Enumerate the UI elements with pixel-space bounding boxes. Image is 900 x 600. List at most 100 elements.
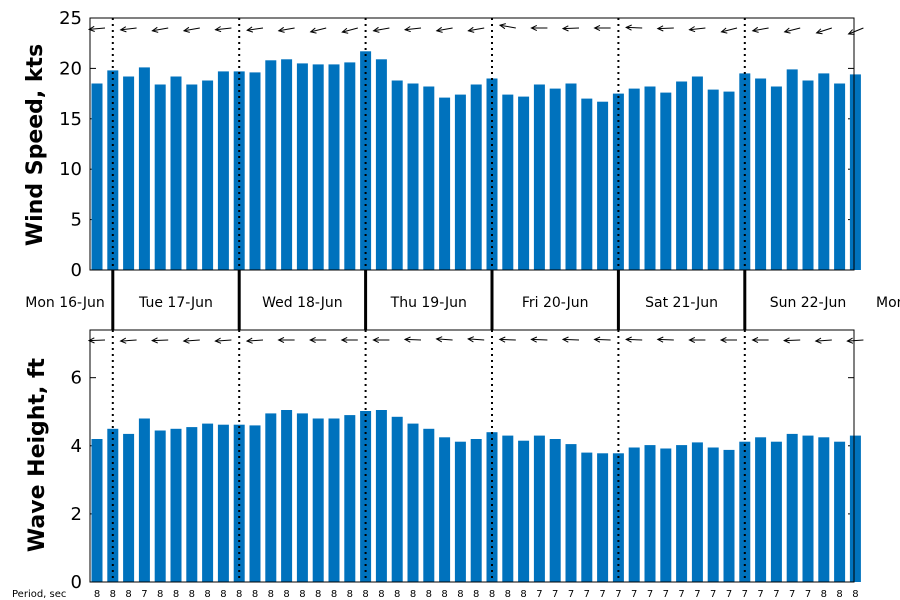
wind-bar [660,92,672,270]
period-value: 8 [173,589,179,600]
wind-bar [723,91,735,270]
period-value: 8 [299,589,305,600]
wind-ylabel: Wind Speed, kts [23,44,48,246]
wave-bar [296,413,308,582]
period-value: 7 [552,589,558,600]
period-value: 8 [252,589,258,600]
wind-bar [581,98,593,270]
period-value: 7 [599,589,605,600]
wave-bar [123,433,135,582]
wave-bar [628,447,640,582]
wind-bar [91,83,103,270]
wind-direction-arrow [246,26,264,33]
period-value: 8 [378,589,384,600]
period-value: 7 [678,589,684,600]
period-value: 8 [394,589,400,600]
wave-direction-arrow [372,336,390,344]
period-value: 8 [362,589,368,600]
wind-bar [154,84,166,270]
wind-direction-arrow [435,26,453,33]
period-value: 7 [568,589,574,600]
wind-ytick-label: 10 [59,159,82,180]
wind-bar [755,78,767,270]
wind-bar [296,63,308,271]
wind-direction-arrow [751,26,769,33]
day-label: Mon 16-Jun [25,295,105,311]
wind-bar [360,51,372,270]
period-value: 8 [836,589,842,600]
wave-direction-arrow [151,337,169,344]
wind-bar [265,60,277,270]
wave-ytick-label: 2 [71,504,82,525]
period-value: 8 [220,589,226,600]
wind-direction-arrow [467,26,485,33]
wave-bar [597,453,609,582]
wave-day-dividers [111,330,746,582]
wind-bar [770,86,782,270]
wave-direction-arrow [182,337,200,344]
wind-direction-arrow [593,24,611,32]
wave-bar [707,447,719,582]
wind-bar [470,84,482,270]
period-value: 7 [726,589,732,600]
wind-bar [217,71,229,271]
wind-bar [676,81,688,270]
wind-bar [565,83,577,270]
wave-bar [470,439,482,582]
wave-bar [565,444,577,582]
period-value: 8 [821,589,827,600]
wind-direction-arrow [847,27,864,35]
wind-direction-arrow [119,26,137,33]
period-value: 8 [157,589,163,600]
wave-axes-box [89,329,855,583]
period-value: 7 [789,589,795,600]
period-value: 8 [473,589,479,600]
wave-height-panel: Wave Height, ft 0 2 4 6 [25,329,864,593]
wind-bar [107,70,119,271]
period-value: 8 [520,589,526,600]
period-label: Period, sec [12,589,66,600]
wave-direction-arrow [340,336,358,344]
wave-bar [249,425,261,582]
wind-bar [233,71,245,271]
wave-bar [360,411,372,582]
wave-bar [265,413,277,582]
period-value: 8 [489,589,495,600]
period-value: 8 [125,589,131,600]
period-value: 7 [805,589,811,600]
wind-bar [454,94,466,270]
wave-direction-arrow [814,337,832,344]
wave-bar [233,424,245,582]
wave-direction-arrow [561,336,580,343]
wind-ytick-label: 15 [59,109,82,130]
wave-bar [770,441,782,582]
wind-direction-arrow [87,25,106,32]
wind-bar [138,67,150,271]
wind-direction-arrow [309,27,327,34]
wave-direction-arrow [214,337,232,344]
wave-direction-arrow [688,336,706,344]
wave-bar [281,410,293,582]
wave-direction-arrow [751,336,769,344]
wave-direction-arrow [403,336,422,343]
period-value: 8 [410,589,416,600]
period-value: 7 [663,589,669,600]
wind-direction-arrow [151,26,169,33]
wind-direction-arrow [341,27,358,34]
wave-bar [170,428,182,582]
wave-bars [91,410,861,582]
period-value: 8 [347,589,353,600]
wind-bar [202,80,214,270]
wave-bar [454,441,466,582]
wave-bar [723,449,735,582]
day-label: Sun 22-Jun [770,295,847,311]
wind-direction-arrow [625,24,643,31]
wind-ytick-label: 20 [59,58,82,79]
wave-direction-arrow [719,336,737,344]
period-value: 8 [94,589,100,600]
period-value: 8 [852,589,858,600]
period-value: 8 [331,589,337,600]
wind-bar [739,73,751,271]
wave-bar [375,410,387,582]
